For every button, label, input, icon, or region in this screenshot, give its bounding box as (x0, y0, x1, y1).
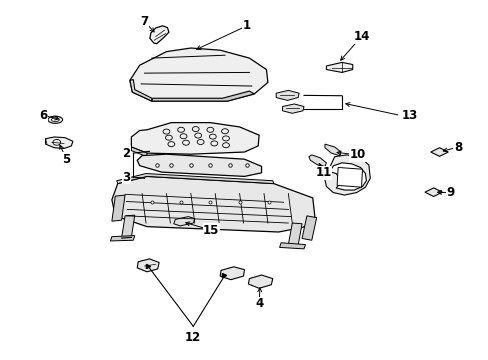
Polygon shape (220, 267, 244, 280)
Polygon shape (117, 174, 273, 184)
Polygon shape (288, 223, 302, 245)
Polygon shape (302, 216, 316, 240)
Text: 7: 7 (140, 15, 148, 28)
Text: 8: 8 (453, 140, 461, 153)
Polygon shape (173, 217, 194, 226)
Polygon shape (424, 188, 442, 197)
Polygon shape (282, 104, 304, 113)
Polygon shape (131, 123, 259, 154)
Polygon shape (276, 90, 299, 100)
Polygon shape (248, 275, 272, 288)
Text: 11: 11 (315, 166, 331, 179)
Polygon shape (150, 26, 168, 44)
Polygon shape (130, 48, 267, 101)
Polygon shape (326, 62, 352, 72)
Polygon shape (152, 91, 254, 101)
Polygon shape (430, 148, 447, 156)
Text: 9: 9 (445, 186, 453, 199)
Polygon shape (325, 155, 369, 195)
Text: 4: 4 (254, 297, 263, 310)
Text: 14: 14 (353, 30, 369, 43)
Polygon shape (325, 144, 340, 156)
Text: 3: 3 (122, 171, 130, 184)
Polygon shape (122, 215, 135, 238)
Polygon shape (112, 176, 315, 232)
Polygon shape (131, 147, 147, 157)
Polygon shape (279, 243, 305, 249)
Polygon shape (110, 235, 135, 241)
Text: 15: 15 (203, 224, 219, 237)
Polygon shape (45, 137, 73, 148)
Ellipse shape (51, 118, 59, 122)
Text: 12: 12 (185, 331, 201, 344)
Text: 6: 6 (40, 109, 48, 122)
Polygon shape (130, 80, 152, 101)
Polygon shape (308, 155, 326, 166)
Polygon shape (137, 259, 159, 272)
Text: 1: 1 (243, 19, 250, 32)
Ellipse shape (48, 116, 62, 123)
Text: 2: 2 (122, 147, 130, 159)
Polygon shape (137, 154, 261, 176)
Polygon shape (336, 167, 362, 187)
Text: 5: 5 (62, 153, 70, 166)
Text: 10: 10 (349, 148, 365, 161)
Polygon shape (112, 195, 125, 221)
Text: 13: 13 (401, 109, 418, 122)
